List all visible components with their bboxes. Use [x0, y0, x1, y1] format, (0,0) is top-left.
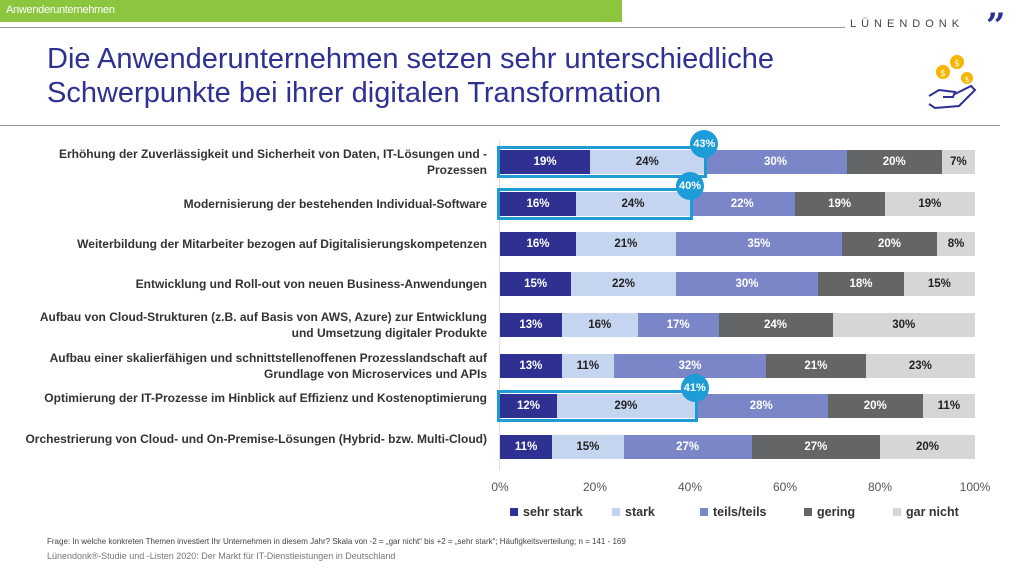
legend-item: sehr stark: [510, 505, 583, 519]
bar-segment-gar-nicht: 11%: [922, 394, 975, 418]
x-tick-label: 60%: [772, 480, 798, 494]
bar-segment-sehr-stark: 11%: [500, 435, 553, 459]
highlight-box: [497, 188, 693, 220]
section-tag: Anwenderunternehmen: [6, 4, 115, 16]
legend-swatch: [804, 508, 812, 516]
legend-swatch: [700, 508, 708, 516]
highlight-value: 40%: [676, 172, 704, 200]
bar-segment-sehr-stark: 15%: [500, 272, 572, 296]
bar-segment-gar-nicht: 19%: [884, 192, 975, 216]
bar-segment-gering: 19%: [794, 192, 885, 216]
legend-label: teils/teils: [713, 505, 767, 519]
title-line-2: Schwerpunkte bei ihrer digitalen Transfo…: [47, 77, 662, 109]
bar-segment-stark: 21%: [576, 232, 676, 256]
bar-segment-gering: 20%: [846, 150, 942, 174]
x-tick-label: 100%: [959, 480, 991, 494]
divider: [0, 125, 1000, 126]
bar-segment-sehr-stark: 13%: [500, 313, 562, 337]
section-tag-bar: Anwenderunternehmen: [0, 0, 622, 22]
legend-swatch: [612, 508, 620, 516]
legend-label: stark: [625, 505, 655, 519]
bar-segment-stark: 24%: [576, 192, 690, 216]
bar-segment-gering: 21%: [766, 354, 866, 378]
svg-text:$: $: [940, 69, 946, 79]
x-tick-label: 20%: [582, 480, 608, 494]
x-tick-label: 80%: [867, 480, 893, 494]
footnote-question: Frage: In welche konkreten Themen invest…: [47, 537, 626, 546]
legend-item: teils/teils: [700, 505, 767, 519]
highlight-box: [497, 390, 698, 422]
bar-segment-sehr-stark: 16%: [500, 192, 576, 216]
bar-segment-teils-teils: 17%: [637, 313, 719, 337]
bar-segment-sehr-stark: 16%: [500, 232, 576, 256]
bar-segment-gering: 20%: [842, 232, 937, 256]
legend-label: gar nicht: [906, 505, 959, 519]
bar-segment-gering: 20%: [827, 394, 923, 418]
bar-segment-gar-nicht: 23%: [865, 354, 975, 378]
row-label: Aufbau einer skalierfähigen und schnitts…: [49, 351, 487, 381]
row-label: Modernisierung der bestehenden Individua…: [183, 197, 487, 211]
legend-item: gar nicht: [893, 505, 959, 519]
bar-segment-teils-teils: 27%: [623, 435, 752, 459]
bar-segment-gar-nicht: 20%: [880, 435, 975, 459]
logo: LÜNENDONK: [850, 18, 965, 30]
legend-item: gering: [804, 505, 855, 519]
legend-item: stark: [612, 505, 655, 519]
legend-swatch: [893, 508, 901, 516]
bar-segment-teils-teils: 35%: [675, 232, 842, 256]
highlight-value: 41%: [680, 374, 709, 402]
divider: [0, 27, 845, 28]
bar-segment-gar-nicht: 8%: [937, 232, 975, 256]
row-label: Aufbau von Cloud-Strukturen (z.B. auf Ba…: [39, 310, 487, 340]
row-label: Orchestrierung von Cloud- und On-Premise…: [25, 432, 487, 446]
legend-label: gering: [817, 505, 856, 519]
bar-segment-stark: 24%: [590, 150, 705, 174]
bar-segment-stark: 11%: [561, 354, 614, 378]
highlight-value: 43%: [690, 130, 719, 158]
bar-segment-sehr-stark: 13%: [500, 354, 562, 378]
bar-segment-gar-nicht: 7%: [941, 150, 975, 174]
bar-segment-teils-teils: 28%: [694, 394, 828, 418]
bar-segment-stark: 29%: [557, 394, 695, 418]
page-title: Die Anwenderunternehmen setzen sehr unte…: [47, 42, 774, 110]
x-tick-label: 0%: [491, 480, 509, 494]
svg-text:$: $: [964, 75, 969, 84]
bar-segment-sehr-stark: 12%: [500, 394, 557, 418]
bar-segment-teils-teils: 22%: [690, 192, 795, 216]
row-label: Optimierung der IT-Prozesse im Hinblick …: [44, 391, 487, 405]
bar-segment-gering: 27%: [751, 435, 880, 459]
bar-segment-gering: 24%: [718, 313, 833, 337]
bar-segment-stark: 16%: [561, 313, 638, 337]
legend-label: sehr stark: [523, 505, 583, 519]
bar-segment-teils-teils: 30%: [704, 150, 847, 174]
highlight-box: [497, 146, 708, 178]
bar-segment-gering: 18%: [818, 272, 904, 296]
footnote-source: Lünendonk®-Studie und -Listen 2020: Der …: [47, 551, 396, 561]
bar-segment-gar-nicht: 30%: [832, 313, 975, 337]
row-label: Weiterbildung der Mitarbeiter bezogen au…: [77, 237, 487, 251]
legend-swatch: [510, 508, 518, 516]
bar-segment-teils-teils: 30%: [675, 272, 819, 296]
bar-segment-stark: 15%: [552, 435, 624, 459]
hand-with-coins-icon: $ $ $: [928, 55, 977, 110]
x-tick-label: 40%: [677, 480, 703, 494]
bar-segment-stark: 22%: [571, 272, 676, 296]
bar-segment-sehr-stark: 19%: [500, 150, 591, 174]
logo-mark: ”: [986, 6, 1006, 46]
row-label: Entwicklung und Roll-out von neuen Busin…: [135, 277, 487, 291]
svg-text:$: $: [954, 59, 960, 69]
row-label: Erhöhung der Zuverlässigkeit und Sicherh…: [58, 147, 487, 177]
y-axis-line: [499, 140, 500, 470]
title-line-1: Die Anwenderunternehmen setzen sehr unte…: [47, 43, 775, 75]
bar-segment-gar-nicht: 15%: [903, 272, 975, 296]
